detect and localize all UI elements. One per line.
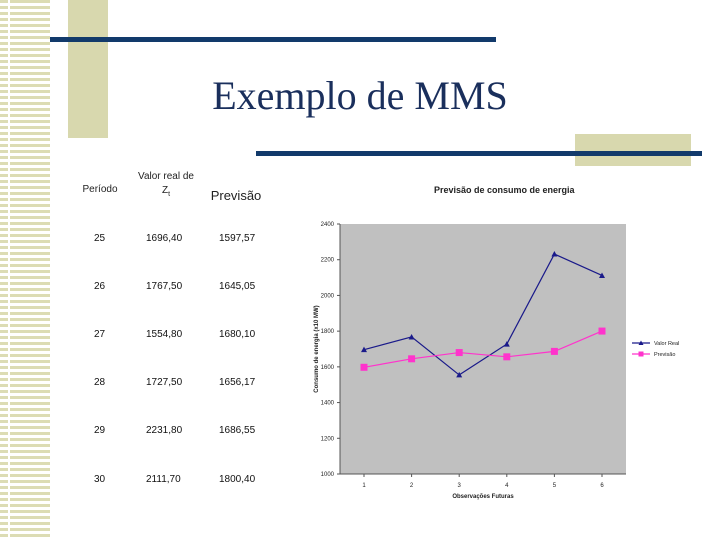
y-tick-label: 2200 xyxy=(321,258,335,264)
data-point-forecast xyxy=(360,363,368,371)
data-point-forecast xyxy=(455,349,463,357)
x-tick-label: 3 xyxy=(458,483,462,489)
plot-area xyxy=(340,224,626,474)
y-tick-label: 1600 xyxy=(321,365,335,371)
data-point-real xyxy=(456,371,463,378)
decorative-block-right xyxy=(575,134,691,166)
header-real-symbol: Z xyxy=(161,185,169,196)
data-point-forecast xyxy=(598,327,606,335)
cell-real: 2111,70 xyxy=(146,474,181,485)
cell-period: 26 xyxy=(94,281,106,292)
cell-real: 1727,50 xyxy=(146,377,183,388)
cell-period: 30 xyxy=(94,474,106,485)
x-tick-label: 2 xyxy=(410,483,414,489)
data-point-real xyxy=(551,251,558,257)
legend-marker xyxy=(638,340,644,345)
legend-marker xyxy=(638,351,644,357)
data-point-real xyxy=(503,341,510,347)
y-tick-label: 1400 xyxy=(321,401,335,407)
data-point-real xyxy=(408,333,415,340)
x-tick-label: 1 xyxy=(362,483,366,489)
x-tick-label: 4 xyxy=(505,483,509,489)
cell-period: 28 xyxy=(94,377,106,388)
slide-title: Exemplo de MMS xyxy=(212,73,508,118)
series-line xyxy=(363,253,603,376)
decorative-bar-right xyxy=(256,151,702,156)
header-forecast: Previsão xyxy=(210,188,262,203)
cell-forecast: 1680,10 xyxy=(219,329,256,340)
cell-period: 25 xyxy=(94,233,106,244)
decorative-stripes xyxy=(0,0,50,540)
cell-real: 1696,40 xyxy=(146,233,183,244)
cell-forecast: 1656,17 xyxy=(219,377,256,388)
cell-period: 27 xyxy=(94,329,106,340)
legend-label: Valor Real xyxy=(654,341,679,347)
cell-forecast: 1597,57 xyxy=(219,233,256,244)
cell-real: 1554,80 xyxy=(146,329,183,340)
header-period: Período xyxy=(82,184,118,195)
cell-real: 1767,50 xyxy=(146,281,183,292)
data-point-forecast xyxy=(550,347,558,355)
cell-period: 29 xyxy=(94,425,106,436)
header-real-subscript: t xyxy=(168,191,171,198)
decorative-bar-top xyxy=(50,37,496,42)
header-real-value: Valor real de Zt xyxy=(130,170,202,202)
cell-real: 2231,80 xyxy=(146,425,183,436)
data-point-forecast xyxy=(408,355,416,363)
x-tick-label: 5 xyxy=(553,483,557,489)
header-real-line1: Valor real de xyxy=(138,171,194,182)
x-axis-label: Observações Futuras xyxy=(452,494,514,500)
cell-forecast: 1686,55 xyxy=(219,425,256,436)
cell-forecast: 1800,40 xyxy=(219,474,256,485)
x-tick-label: 6 xyxy=(600,483,604,489)
y-tick-label: 1200 xyxy=(321,436,335,442)
y-axis-label: Consumo de energia (x10 MW) xyxy=(314,305,320,392)
data-point-real xyxy=(361,346,367,353)
data-point-forecast xyxy=(503,353,511,361)
chart-title: Previsão de consumo de energia xyxy=(434,185,575,195)
header-real-line2: Zt xyxy=(130,184,202,202)
series-line xyxy=(363,330,603,368)
legend-label: Previsão xyxy=(654,352,675,358)
y-tick-label: 2000 xyxy=(321,293,335,299)
decorative-block-top xyxy=(68,0,108,138)
cell-forecast: 1645,05 xyxy=(219,281,256,292)
y-tick-label: 1000 xyxy=(321,472,335,478)
y-tick-label: 1800 xyxy=(321,329,335,335)
data-point-real xyxy=(599,272,605,278)
y-tick-label: 2400 xyxy=(321,222,335,228)
